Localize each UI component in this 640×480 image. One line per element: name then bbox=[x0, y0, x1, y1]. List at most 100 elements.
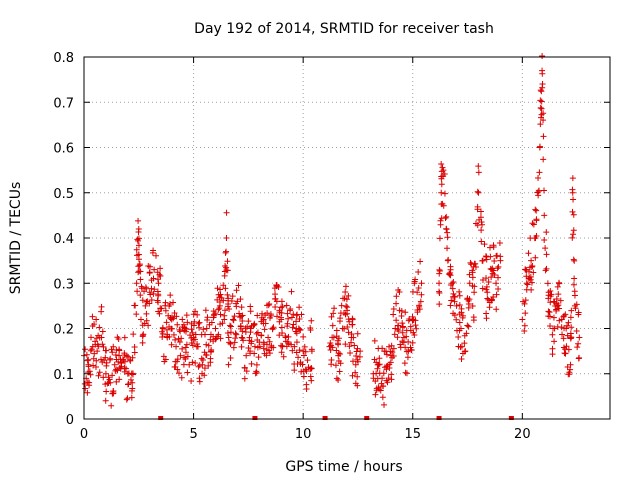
data-point bbox=[570, 196, 577, 203]
data-point bbox=[450, 290, 457, 297]
data-point bbox=[538, 105, 545, 112]
zero-marker bbox=[436, 416, 442, 420]
data-point bbox=[262, 320, 269, 327]
y-axis-label: SRMTID / TECUs bbox=[8, 182, 24, 295]
data-point bbox=[133, 246, 140, 253]
data-point bbox=[183, 312, 190, 319]
data-point bbox=[166, 333, 173, 340]
data-point bbox=[443, 213, 450, 220]
data-point bbox=[233, 287, 240, 294]
data-point bbox=[399, 329, 406, 336]
data-point bbox=[450, 279, 457, 286]
data-point bbox=[248, 360, 255, 367]
data-point bbox=[214, 333, 221, 340]
data-point bbox=[178, 335, 185, 342]
data-point bbox=[159, 324, 166, 331]
data-point bbox=[284, 310, 291, 317]
data-point bbox=[195, 320, 202, 327]
data-point bbox=[156, 310, 163, 317]
data-point bbox=[237, 323, 244, 330]
data-point bbox=[131, 302, 138, 309]
data-point bbox=[471, 289, 478, 296]
data-point bbox=[196, 324, 203, 331]
data-point bbox=[477, 214, 484, 221]
data-point bbox=[491, 258, 498, 265]
data-point bbox=[472, 220, 479, 227]
data-point bbox=[438, 189, 445, 196]
data-point bbox=[300, 352, 307, 359]
data-point bbox=[458, 343, 465, 350]
data-point bbox=[556, 317, 563, 324]
data-point bbox=[239, 312, 246, 319]
data-point bbox=[447, 263, 454, 270]
data-point bbox=[374, 365, 381, 372]
data-point bbox=[390, 353, 397, 360]
data-point bbox=[199, 361, 206, 368]
data-point bbox=[438, 181, 445, 188]
data-point bbox=[495, 274, 502, 281]
data-point bbox=[333, 327, 340, 334]
data-point bbox=[547, 293, 554, 300]
data-point bbox=[573, 301, 580, 308]
data-point bbox=[238, 304, 245, 311]
data-point bbox=[288, 341, 295, 348]
data-point bbox=[186, 361, 193, 368]
data-point bbox=[540, 110, 547, 117]
data-point bbox=[487, 253, 494, 260]
data-point bbox=[139, 339, 146, 346]
data-point bbox=[270, 324, 277, 331]
data-point bbox=[177, 352, 184, 359]
data-point bbox=[190, 322, 197, 329]
data-point bbox=[264, 310, 271, 317]
data-point bbox=[442, 215, 449, 222]
data-point bbox=[172, 336, 179, 343]
data-point bbox=[336, 368, 343, 375]
data-point bbox=[139, 297, 146, 304]
data-point bbox=[483, 275, 490, 282]
data-point bbox=[86, 368, 93, 375]
data-point bbox=[226, 322, 233, 329]
data-point bbox=[542, 267, 549, 274]
data-point bbox=[304, 357, 311, 364]
data-point bbox=[296, 326, 303, 333]
data-point bbox=[92, 364, 99, 371]
data-point bbox=[142, 302, 149, 309]
data-point bbox=[395, 287, 402, 294]
data-point bbox=[394, 326, 401, 333]
data-point bbox=[436, 301, 443, 308]
data-point bbox=[329, 344, 336, 351]
data-point bbox=[202, 307, 209, 314]
data-point bbox=[436, 267, 443, 274]
data-point bbox=[356, 353, 363, 360]
data-point bbox=[470, 317, 477, 324]
data-point bbox=[341, 325, 348, 332]
data-point bbox=[566, 371, 573, 378]
data-point bbox=[228, 298, 235, 305]
data-point bbox=[574, 344, 581, 351]
data-point bbox=[551, 325, 558, 332]
data-point bbox=[521, 322, 528, 329]
data-point bbox=[438, 168, 445, 175]
data-point bbox=[289, 347, 296, 354]
data-point bbox=[208, 346, 215, 353]
data-point bbox=[544, 280, 551, 287]
data-point bbox=[110, 390, 117, 397]
data-point bbox=[478, 219, 485, 226]
data-point bbox=[156, 271, 163, 278]
data-point bbox=[225, 361, 232, 368]
data-point bbox=[230, 316, 237, 323]
data-point bbox=[227, 340, 234, 347]
data-point bbox=[524, 281, 531, 288]
data-point bbox=[131, 344, 138, 351]
data-point bbox=[293, 318, 300, 325]
data-point bbox=[526, 268, 533, 275]
data-point bbox=[475, 189, 482, 196]
data-point bbox=[112, 351, 119, 358]
data-point bbox=[557, 297, 564, 304]
data-point bbox=[530, 221, 537, 228]
data-point bbox=[386, 343, 393, 350]
data-point bbox=[139, 322, 146, 329]
data-point bbox=[402, 344, 409, 351]
data-point bbox=[307, 373, 314, 380]
data-point bbox=[564, 332, 571, 339]
